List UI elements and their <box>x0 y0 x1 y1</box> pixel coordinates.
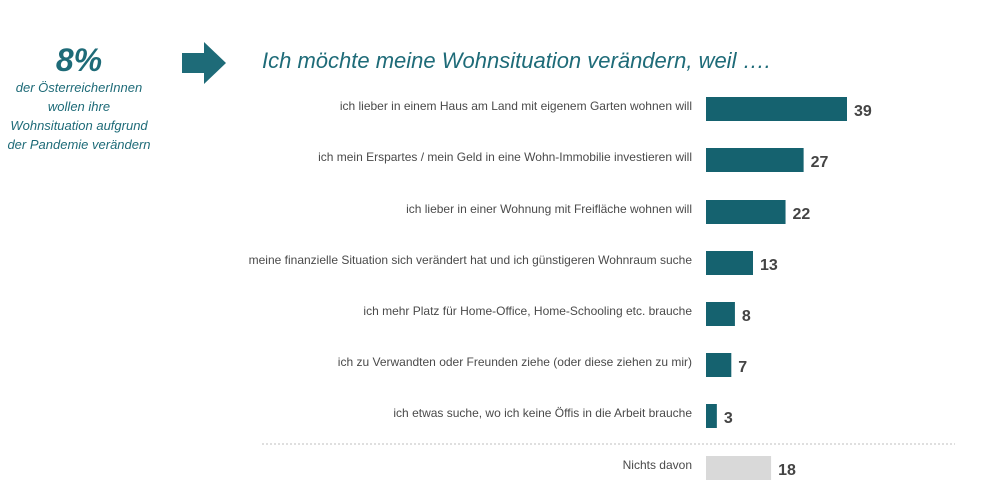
bar <box>706 404 717 428</box>
bar <box>706 148 804 172</box>
category-label: Nichts davon <box>623 458 692 472</box>
headline-percent: 8% <box>55 42 103 78</box>
value-label: 27 <box>811 154 829 171</box>
value-label: 22 <box>793 206 811 223</box>
category-label: ich mein Erspartes / mein Geld in eine W… <box>318 150 692 164</box>
category-label: ich zu Verwandten oder Freunden ziehe (o… <box>338 355 692 369</box>
category-label: ich etwas suche, wo ich keine Öffis in d… <box>393 406 692 420</box>
value-label: 7 <box>738 359 747 376</box>
category-label: meine finanzielle Situation sich verände… <box>249 253 693 267</box>
value-label: 13 <box>760 257 778 274</box>
bar <box>706 97 847 121</box>
category-label: ich mehr Platz für Home-Office, Home-Sch… <box>363 304 692 318</box>
chart-title: Ich möchte meine Wohnsituation verändern… <box>262 48 771 73</box>
category-label: ich lieber in einer Wohnung mit Freifläc… <box>406 202 692 216</box>
value-label: 18 <box>778 462 796 479</box>
bar <box>706 353 732 377</box>
value-label: 3 <box>724 410 733 427</box>
value-label: 8 <box>742 308 751 325</box>
bar <box>706 200 786 224</box>
arrow-right-icon <box>182 42 226 84</box>
headline-stat: 8% der ÖsterreicherInnen wollen ihre Woh… <box>0 42 158 154</box>
headline-line-1: der ÖsterreicherInnen <box>15 80 143 95</box>
category-label: ich lieber in einem Haus am Land mit eig… <box>340 99 692 113</box>
bar <box>706 302 735 326</box>
value-label: 39 <box>854 103 872 120</box>
headline-line-2: wollen ihre <box>47 99 111 114</box>
headline-line-4: der Pandemie verändern <box>7 137 151 152</box>
bar <box>706 251 753 275</box>
headline-line-3: Wohnsituation aufgrund <box>10 118 148 133</box>
bar <box>706 456 772 480</box>
